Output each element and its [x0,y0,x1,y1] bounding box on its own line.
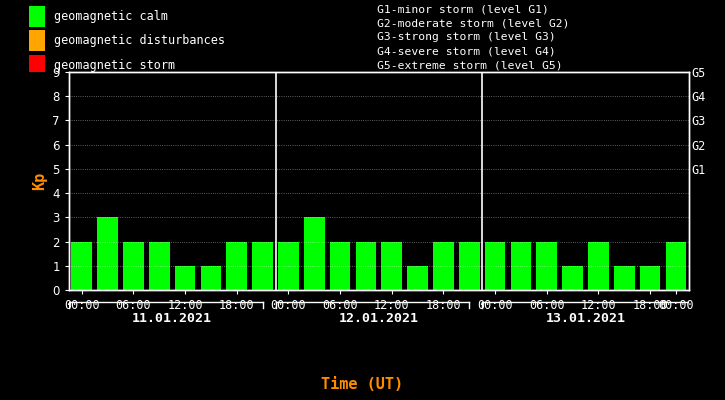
Bar [614,266,634,290]
Bar [278,242,299,290]
Bar [381,242,402,290]
Text: 12.01.2021: 12.01.2021 [339,312,419,324]
FancyBboxPatch shape [29,30,45,51]
Text: Time (UT): Time (UT) [321,377,404,392]
Text: G4-severe storm (level G4): G4-severe storm (level G4) [377,46,556,56]
Text: G5-extreme storm (level G5): G5-extreme storm (level G5) [377,60,563,70]
Bar [459,242,479,290]
Bar [201,266,221,290]
Y-axis label: Kp: Kp [32,172,47,190]
Text: geomagnetic storm: geomagnetic storm [54,58,175,72]
Bar [72,242,92,290]
Bar [97,217,118,290]
Bar [355,242,376,290]
Text: G2-moderate storm (level G2): G2-moderate storm (level G2) [377,18,570,28]
Bar [536,242,557,290]
Bar [149,242,170,290]
Text: geomagnetic disturbances: geomagnetic disturbances [54,34,225,47]
Bar [304,217,325,290]
Text: geomagnetic calm: geomagnetic calm [54,10,167,22]
Bar [433,242,454,290]
Bar [226,242,247,290]
Bar [175,266,196,290]
Bar [252,242,273,290]
Text: 11.01.2021: 11.01.2021 [132,312,212,324]
Bar [510,242,531,290]
Bar [588,242,609,290]
Text: G1-minor storm (level G1): G1-minor storm (level G1) [377,4,549,14]
Bar [330,242,350,290]
FancyBboxPatch shape [29,6,45,26]
Text: G3-strong storm (level G3): G3-strong storm (level G3) [377,32,556,42]
Bar [485,242,505,290]
Bar [123,242,144,290]
FancyBboxPatch shape [29,54,45,76]
Bar [407,266,428,290]
Bar [639,266,660,290]
Bar [666,242,686,290]
Bar [562,266,583,290]
Text: 13.01.2021: 13.01.2021 [545,312,626,324]
